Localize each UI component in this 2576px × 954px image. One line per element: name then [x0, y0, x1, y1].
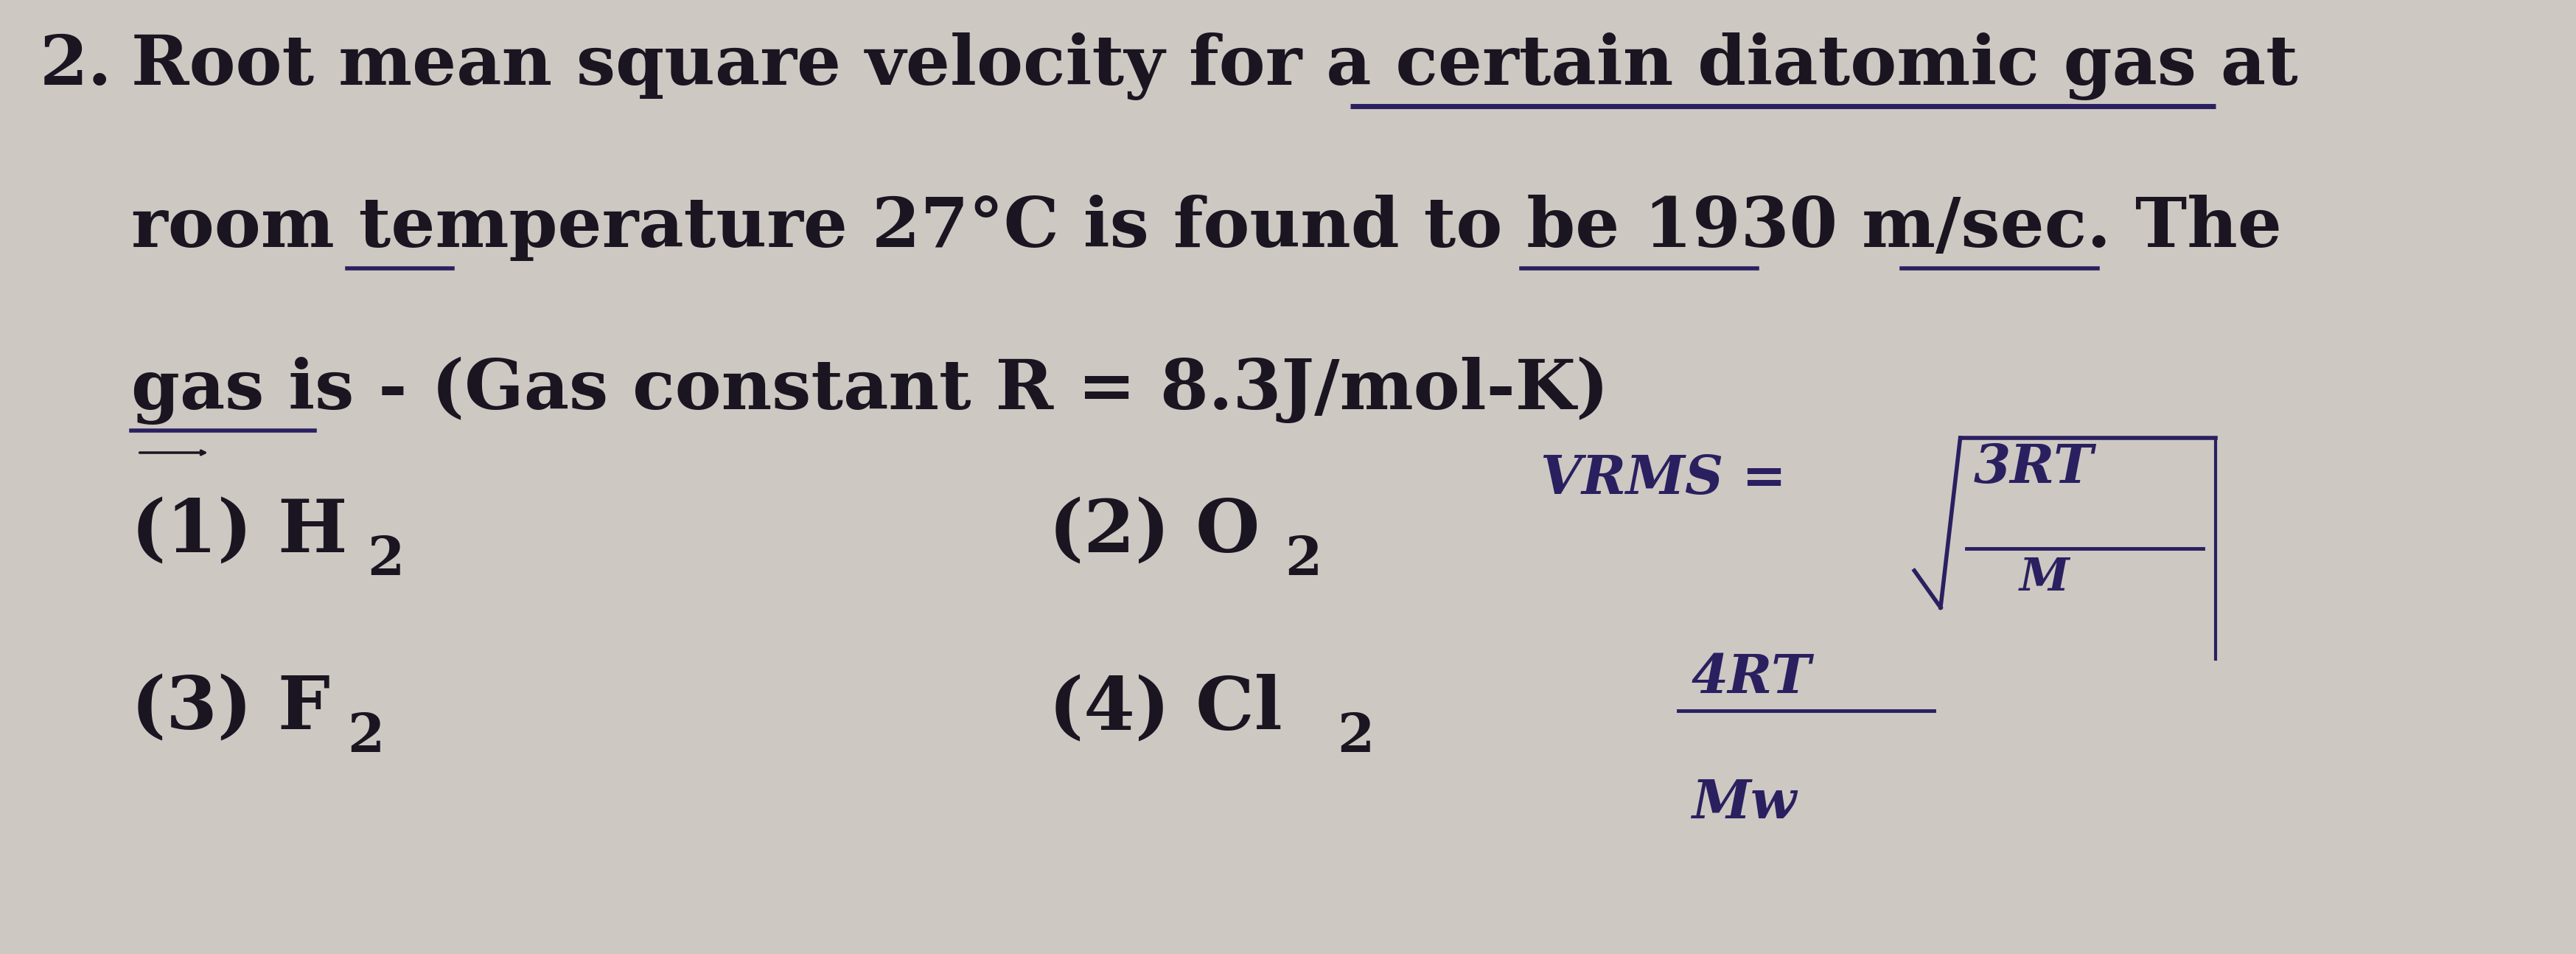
Text: Mw: Mw: [1692, 778, 1795, 829]
Text: room temperature 27°C is found to be 1930 m/sec. The: room temperature 27°C is found to be 193…: [131, 195, 2282, 261]
Text: VRMS =: VRMS =: [1540, 452, 1788, 505]
Text: 2: 2: [1337, 711, 1376, 763]
Text: 3RT: 3RT: [1973, 442, 2094, 494]
Text: (1) H: (1) H: [131, 497, 348, 569]
Text: gas is - (Gas constant R = 8.3J/mol-K): gas is - (Gas constant R = 8.3J/mol-K): [131, 357, 1610, 425]
Text: 2.: 2.: [39, 32, 111, 99]
Text: 2: 2: [1285, 534, 1321, 586]
Text: 2: 2: [368, 534, 404, 586]
Text: 4RT: 4RT: [1692, 652, 1811, 704]
Text: (4) Cl: (4) Cl: [1048, 674, 1283, 745]
Text: Root mean square velocity for a certain diatomic gas at: Root mean square velocity for a certain …: [131, 32, 2298, 100]
Text: M: M: [2020, 556, 2069, 600]
Text: (3) F: (3) F: [131, 674, 330, 745]
Text: (2) O: (2) O: [1048, 497, 1260, 569]
Text: 2: 2: [348, 711, 384, 763]
